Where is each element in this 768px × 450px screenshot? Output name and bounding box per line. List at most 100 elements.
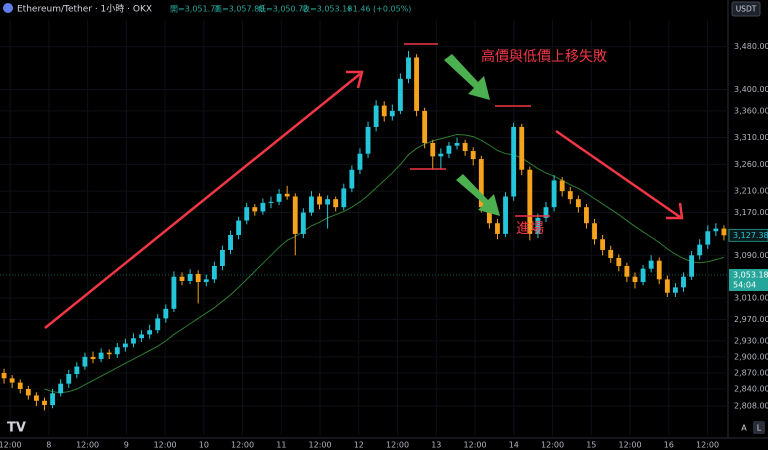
y-tick-label: 3,260.00	[734, 160, 768, 169]
candle-body	[163, 308, 169, 319]
candle-body	[244, 207, 250, 221]
trend-arrow	[44, 73, 361, 329]
candle-body	[284, 193, 290, 197]
currency[interactable]: USDT	[736, 5, 757, 14]
y-tick-label: 3,480.00	[734, 42, 768, 51]
candle-body	[640, 268, 646, 283]
ohlc-open: 開=3,051.71	[170, 5, 220, 14]
x-tick-label: 12:00	[154, 441, 177, 450]
candle-body	[147, 330, 153, 335]
log-button[interactable]: L	[757, 424, 762, 433]
candle-body	[559, 180, 565, 192]
x-tick-label: 14	[509, 441, 519, 450]
y-tick-label: 2,808.00	[734, 402, 768, 411]
currency-box[interactable]	[731, 1, 761, 17]
candle-body	[236, 220, 242, 235]
candle-body	[632, 276, 638, 283]
candle-body	[317, 196, 322, 205]
y-tick-label: 3,170.00	[734, 208, 768, 217]
last-price-label: 3,127.38	[733, 231, 768, 240]
candle-body	[50, 393, 56, 406]
candle-body	[349, 169, 355, 189]
candle-body	[438, 153, 444, 157]
candle-body	[486, 207, 492, 224]
green-arrow	[456, 174, 500, 216]
arrow-head	[346, 70, 364, 89]
green-arrow	[444, 54, 490, 100]
x-tick-label: 12:00	[231, 441, 254, 450]
candle-body	[430, 143, 436, 157]
annotation: 進場	[516, 221, 544, 237]
candle-body	[139, 334, 144, 339]
candle-body	[58, 383, 64, 394]
y-tick-label: 3,400.00	[734, 85, 768, 94]
annotation: 高價與低價上移失敗	[481, 48, 607, 65]
candle-body	[373, 105, 379, 127]
y-tick-label: 3,310.00	[734, 133, 768, 142]
last-price-box	[728, 228, 768, 242]
x-tick-label: 13	[431, 441, 441, 450]
moving-average	[44, 133, 725, 394]
y-tick-label: 2,870.00	[734, 368, 768, 377]
auto-button[interactable]: A	[741, 424, 747, 433]
candle-body	[1, 372, 7, 379]
candle-body	[308, 196, 314, 213]
candle-body	[74, 366, 80, 375]
candle-body	[495, 223, 500, 234]
current-price-label: 3,053.18	[733, 271, 768, 280]
candle-body	[519, 126, 525, 170]
symbol-icon	[3, 3, 13, 13]
x-tick-label: 10	[199, 441, 209, 450]
ohlc-close: 收=3,053.18	[302, 4, 352, 14]
candle-body	[567, 191, 573, 200]
x-tick-label: 12:00	[309, 441, 332, 450]
candle-body	[697, 244, 703, 256]
x-tick-label: 12:00	[541, 441, 564, 450]
candle-body	[220, 249, 225, 267]
x-tick-label: 16	[664, 441, 674, 450]
candle-body	[616, 257, 622, 267]
candle-body	[664, 279, 670, 293]
x-tick-label: 12:00	[464, 441, 487, 450]
x-tick-label: 8	[46, 441, 51, 450]
log-button-bg[interactable]	[753, 421, 765, 434]
candle-body	[656, 260, 662, 280]
y-tick-label: 2,970.00	[734, 315, 768, 324]
candle-body	[648, 260, 654, 269]
candle-body	[575, 199, 581, 208]
candle-body	[397, 78, 403, 111]
y-tick-label: 3,010.00	[734, 294, 768, 303]
x-tick-label: 12	[354, 441, 364, 450]
candle-body	[535, 217, 541, 234]
candle-body	[98, 352, 104, 360]
trend-arrow	[555, 129, 681, 219]
annotation-drawings: 高價與低價上移失敗 進場	[44, 43, 684, 329]
candle-body	[584, 207, 589, 224]
candle-body	[252, 207, 258, 212]
countdown: 54:04	[733, 281, 756, 290]
candle-body	[543, 207, 549, 218]
x-tick-label: 12:00	[696, 441, 719, 450]
y-tick-label: 3,360.00	[734, 106, 768, 115]
candle-body	[268, 201, 274, 203]
candle-body	[155, 318, 161, 331]
candle-body	[203, 279, 209, 283]
candle-body	[672, 287, 678, 293]
candle-body	[228, 234, 233, 250]
candle-body	[333, 199, 339, 208]
y-tick-label: 3,090.00	[734, 251, 768, 260]
candle-body	[608, 249, 614, 258]
candle-body	[90, 356, 96, 360]
candle-body	[114, 347, 120, 355]
candle-body	[478, 159, 484, 208]
candle-body	[592, 223, 597, 240]
candle-body	[131, 338, 136, 344]
candle-body	[187, 274, 193, 281]
candle-body	[624, 266, 630, 277]
candle-body	[551, 180, 557, 208]
y-tick-label: 3,210.00	[734, 187, 768, 196]
x-tick-label: 15	[586, 441, 596, 450]
candle-body	[713, 228, 719, 232]
candle-body	[511, 126, 517, 197]
